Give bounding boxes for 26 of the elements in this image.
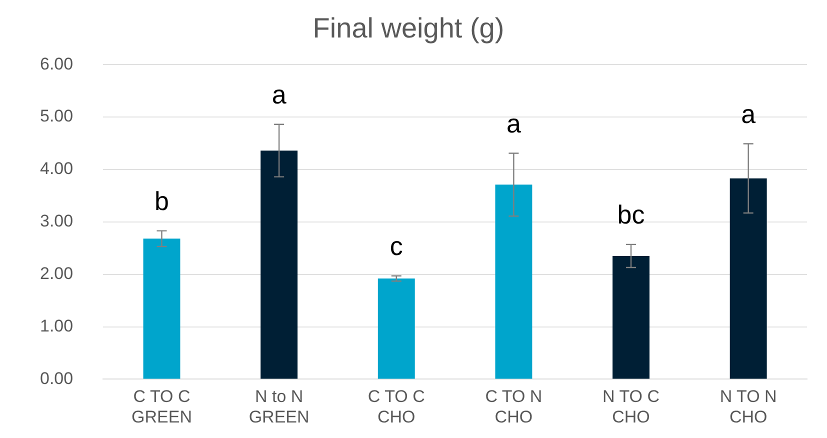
bar: [730, 178, 767, 379]
x-tick-label: N TO C CHO: [602, 387, 660, 426]
chart-title: Final weight (g): [312, 12, 504, 44]
bar: [260, 150, 298, 379]
bar: [378, 278, 415, 379]
y-tick-label: 2.00: [40, 264, 74, 284]
annotation: a: [506, 108, 522, 138]
bar: [143, 238, 180, 379]
y-tick-label: 0.00: [40, 368, 74, 388]
x-tick-label: C TO C GREEN: [132, 387, 192, 426]
bar: [495, 184, 532, 379]
y-tick-label: 3.00: [40, 212, 74, 231]
annotation: a: [272, 80, 287, 110]
y-tick-label: 6.00: [40, 54, 74, 74]
x-tick-label: C TO N CHO: [485, 387, 542, 426]
annotation: bc: [617, 200, 645, 230]
y-tick-label: 5.00: [40, 106, 74, 126]
annotation: b: [154, 186, 169, 216]
x-tick-label: C TO C CHO: [368, 387, 425, 426]
y-tick-label: 1.00: [40, 316, 74, 336]
x-tick-label: N TO N CHO: [720, 387, 777, 426]
y-tick-label: 4.00: [40, 159, 74, 178]
annotation: c: [390, 231, 403, 262]
annotation: a: [741, 98, 756, 129]
x-tick-label: N to N GREEN: [248, 387, 310, 426]
bar: [612, 256, 650, 379]
